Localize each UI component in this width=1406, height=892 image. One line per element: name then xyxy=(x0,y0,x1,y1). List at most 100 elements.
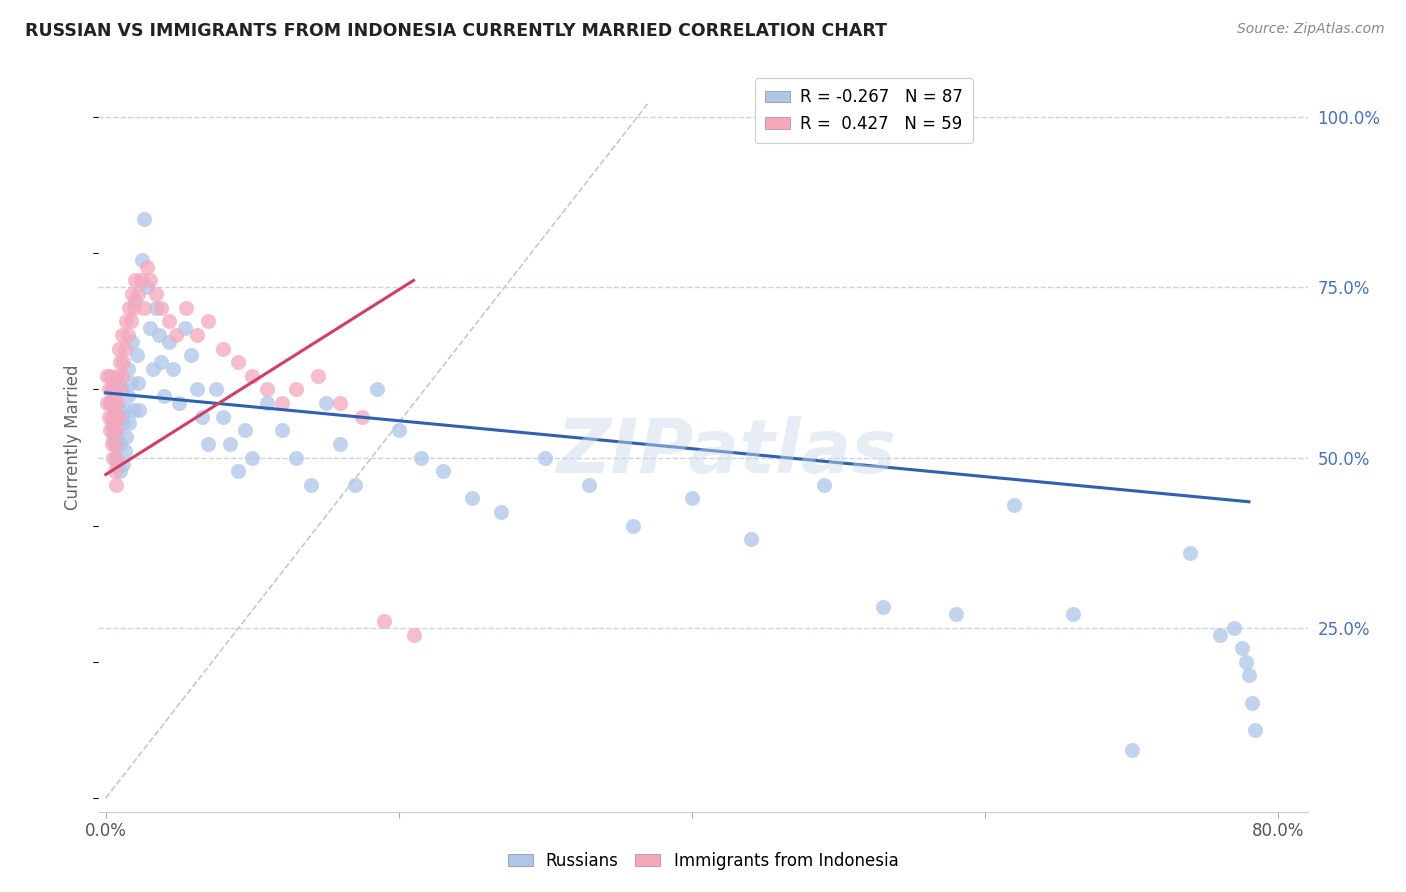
Point xyxy=(110,383,132,397)
Point xyxy=(233,423,256,437)
Point xyxy=(115,314,138,328)
Point xyxy=(96,368,118,383)
Point xyxy=(1240,696,1263,710)
Point xyxy=(112,355,135,369)
Point xyxy=(101,423,124,437)
Point xyxy=(103,409,125,424)
Point xyxy=(945,607,967,622)
Point xyxy=(107,368,129,383)
Point xyxy=(111,409,134,424)
Point xyxy=(256,383,278,397)
Point xyxy=(101,383,124,397)
Point xyxy=(872,600,894,615)
Point xyxy=(343,477,366,491)
Point xyxy=(409,450,432,465)
Point xyxy=(186,383,208,397)
Point xyxy=(110,464,132,478)
Point xyxy=(157,334,180,349)
Point xyxy=(1237,668,1260,682)
Point xyxy=(1121,743,1143,757)
Point xyxy=(240,368,263,383)
Point xyxy=(127,287,149,301)
Point xyxy=(491,505,513,519)
Point xyxy=(142,362,165,376)
Point xyxy=(145,287,167,301)
Point xyxy=(132,212,155,227)
Point xyxy=(578,477,600,491)
Point xyxy=(197,314,219,328)
Point xyxy=(681,491,703,506)
Point xyxy=(1004,498,1026,512)
Point xyxy=(110,437,132,451)
Point xyxy=(1208,627,1230,641)
Point xyxy=(122,301,145,315)
Point xyxy=(135,280,157,294)
Point xyxy=(153,389,176,403)
Point xyxy=(329,396,352,410)
Point xyxy=(1230,641,1253,656)
Point xyxy=(98,368,121,383)
Point xyxy=(129,273,152,287)
Point xyxy=(118,301,141,315)
Point xyxy=(329,437,352,451)
Point xyxy=(105,477,128,491)
Point xyxy=(299,477,322,491)
Point xyxy=(117,362,139,376)
Point xyxy=(135,260,157,274)
Point xyxy=(186,327,208,342)
Point xyxy=(114,342,136,356)
Point xyxy=(107,458,129,472)
Point xyxy=(101,396,124,410)
Point xyxy=(122,402,145,417)
Point xyxy=(212,342,235,356)
Point xyxy=(285,383,308,397)
Point xyxy=(111,368,134,383)
Point xyxy=(118,417,141,431)
Point xyxy=(97,383,120,397)
Point xyxy=(100,409,122,424)
Point xyxy=(120,376,142,390)
Point xyxy=(111,383,134,397)
Point xyxy=(110,355,132,369)
Point xyxy=(315,396,337,410)
Point xyxy=(107,430,129,444)
Point xyxy=(105,423,128,437)
Point xyxy=(270,396,292,410)
Point xyxy=(1243,723,1265,737)
Point xyxy=(103,464,125,478)
Point xyxy=(197,437,219,451)
Point xyxy=(121,287,143,301)
Point xyxy=(98,423,121,437)
Point xyxy=(107,396,129,410)
Point xyxy=(124,273,146,287)
Point xyxy=(101,450,124,465)
Point xyxy=(125,348,148,362)
Point xyxy=(366,383,388,397)
Point xyxy=(432,464,454,478)
Point xyxy=(145,301,167,315)
Point xyxy=(114,443,136,458)
Legend: R = -0.267   N = 87, R =  0.427   N = 59: R = -0.267 N = 87, R = 0.427 N = 59 xyxy=(755,78,973,143)
Point xyxy=(103,437,125,451)
Point xyxy=(176,301,198,315)
Legend: Russians, Immigrants from Indonesia: Russians, Immigrants from Indonesia xyxy=(501,846,905,877)
Text: RUSSIAN VS IMMIGRANTS FROM INDONESIA CURRENTLY MARRIED CORRELATION CHART: RUSSIAN VS IMMIGRANTS FROM INDONESIA CUR… xyxy=(25,22,887,40)
Point xyxy=(101,430,124,444)
Point xyxy=(112,417,135,431)
Point xyxy=(100,437,122,451)
Point xyxy=(128,402,150,417)
Point xyxy=(621,518,644,533)
Point xyxy=(112,458,135,472)
Point xyxy=(114,402,136,417)
Point xyxy=(117,389,139,403)
Point xyxy=(96,396,118,410)
Point xyxy=(127,376,149,390)
Point xyxy=(402,627,425,641)
Point xyxy=(138,273,160,287)
Point xyxy=(204,383,226,397)
Point xyxy=(256,396,278,410)
Point xyxy=(1062,607,1084,622)
Point xyxy=(285,450,308,465)
Text: ZIPatlas: ZIPatlas xyxy=(557,416,897,489)
Y-axis label: Currently Married: Currently Married xyxy=(65,364,83,510)
